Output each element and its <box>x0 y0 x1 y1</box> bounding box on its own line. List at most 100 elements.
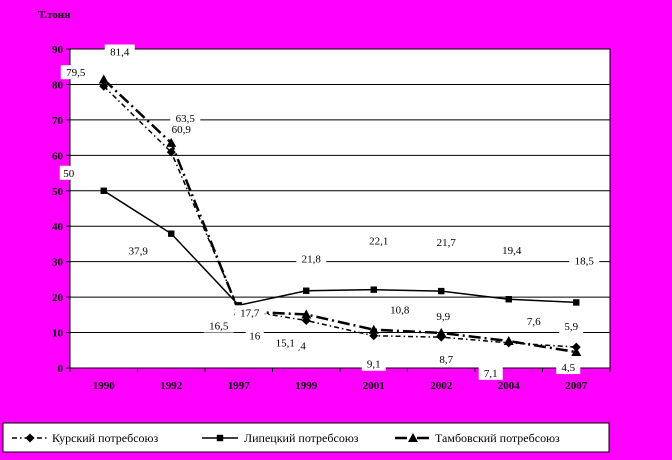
data-label-box <box>170 110 201 125</box>
data-label-box <box>270 335 301 350</box>
data-label: 15,1 <box>276 337 295 349</box>
data-point-marker <box>571 347 582 357</box>
y-tick-label: 70 <box>52 115 64 127</box>
data-label: 19,4 <box>502 245 522 257</box>
gridlines <box>70 83 610 334</box>
data-label: 50 <box>63 168 75 180</box>
unit-label: Т.тонн <box>38 9 71 21</box>
data-point-marker <box>503 336 514 346</box>
data-label-box <box>123 243 154 258</box>
data-point-marker <box>235 302 242 309</box>
x-tick-label: 2004 <box>498 380 521 392</box>
data-label: 17,7 <box>240 307 260 319</box>
legend: Курский потребсоюз Липецкий потребсоюз Там… <box>12 431 560 445</box>
data-label-box <box>496 243 527 258</box>
data-labels: 79,560,916,513,49,18,77,15,95037,917,721… <box>59 44 600 380</box>
data-point-marker <box>99 81 109 91</box>
data-label: 9,9 <box>436 311 450 323</box>
data-label-box <box>434 352 459 367</box>
data-label: 22,1 <box>369 236 388 248</box>
y-tick-label: 30 <box>52 257 64 269</box>
legend-swatch-marker <box>408 433 418 442</box>
data-label: 79,5 <box>66 67 86 79</box>
legend-entry: Липецкий потребсоюз <box>202 431 359 445</box>
data-point-marker <box>370 286 377 293</box>
y-tick-label: 80 <box>52 79 64 91</box>
data-label: 63,5 <box>176 113 196 125</box>
y-tick-label: 10 <box>52 328 64 340</box>
y-tick-label: 60 <box>52 150 64 162</box>
data-label: 21,8 <box>302 254 322 266</box>
data-label: 8,7 <box>439 354 453 366</box>
legend-entry: Тамбовский потребсоюз <box>395 431 560 445</box>
data-label-box <box>363 233 394 248</box>
x-tick-label: 1990 <box>93 380 116 392</box>
y-tick-label: 90 <box>52 44 64 56</box>
data-label: 18,5 <box>575 255 595 267</box>
data-label-box <box>166 122 197 137</box>
data-label: 16 <box>249 330 261 342</box>
legend-entry: Курский потребсоюз <box>12 431 158 445</box>
data-label-box <box>431 308 456 323</box>
data-point-marker <box>438 287 445 295</box>
data-point-marker <box>505 296 512 303</box>
data-point-marker <box>436 327 447 337</box>
data-label-box <box>556 360 581 375</box>
data-label: 9,1 <box>367 359 381 371</box>
y-axis-ticks: 0 10 20 30 40 50 60 70 80 90 <box>52 44 70 375</box>
data-label-box <box>245 328 264 343</box>
data-label-box <box>384 302 415 317</box>
legend-swatch-marker <box>25 433 35 443</box>
data-label-box <box>296 251 327 266</box>
data-label-box <box>521 314 546 329</box>
data-label: 7,6 <box>527 316 541 328</box>
data-point-marker <box>301 309 312 319</box>
data-point-marker <box>168 230 175 237</box>
x-tick-label: 2007 <box>565 380 588 392</box>
series-line <box>103 85 577 348</box>
x-axis-ticks: 1990 1992 1997 1999 2001 2002 2004 2007 <box>69 368 611 392</box>
series-line <box>102 78 577 354</box>
data-label-box <box>569 253 600 268</box>
legend-box <box>2 422 610 453</box>
data-point-marker <box>100 187 107 194</box>
x-tick-label: 1992 <box>160 380 183 392</box>
data-label: 21,7 <box>437 237 457 249</box>
data-label: 4,5 <box>561 362 575 374</box>
legend-swatch-marker <box>216 434 224 442</box>
x-tick-label: 1999 <box>295 380 318 392</box>
y-tick-label: 40 <box>52 221 64 233</box>
data-label-box <box>478 365 503 380</box>
data-label: 5,9 <box>564 321 578 333</box>
y-tick-label: 20 <box>52 292 64 304</box>
y-tick-label: 50 <box>52 186 64 198</box>
data-label-box <box>431 235 462 250</box>
data-point-marker <box>303 287 310 294</box>
data-label-box <box>104 44 135 59</box>
data-label: 37,9 <box>129 246 149 258</box>
data-label-box <box>559 319 584 334</box>
data-label: 16,5 <box>209 321 229 333</box>
data-label: 81,4 <box>110 46 130 58</box>
plot-area <box>69 48 611 369</box>
series-2 <box>100 187 580 309</box>
legend-label: Тамбовский потребсоюз <box>435 431 560 445</box>
data-label-box <box>59 165 78 180</box>
data-label: 7,1 <box>484 368 498 380</box>
data-label-box <box>203 318 234 333</box>
data-label-box <box>60 65 91 80</box>
data-label: 60,9 <box>172 124 192 136</box>
y-tick-label: 0 <box>58 363 64 375</box>
x-tick-label: 1997 <box>228 380 251 392</box>
series-lines <box>98 74 582 357</box>
data-point-marker <box>166 137 177 147</box>
data-label-box <box>361 356 386 371</box>
data-point-marker <box>98 74 109 84</box>
legend-label: Курский потребсоюз <box>52 431 158 445</box>
data-point-marker <box>368 324 379 334</box>
x-tick-label: 2001 <box>363 380 385 392</box>
data-label-box <box>234 305 265 320</box>
data-label: 10,8 <box>390 305 410 317</box>
legend-label: Липецкий потребсоюз <box>244 431 359 445</box>
